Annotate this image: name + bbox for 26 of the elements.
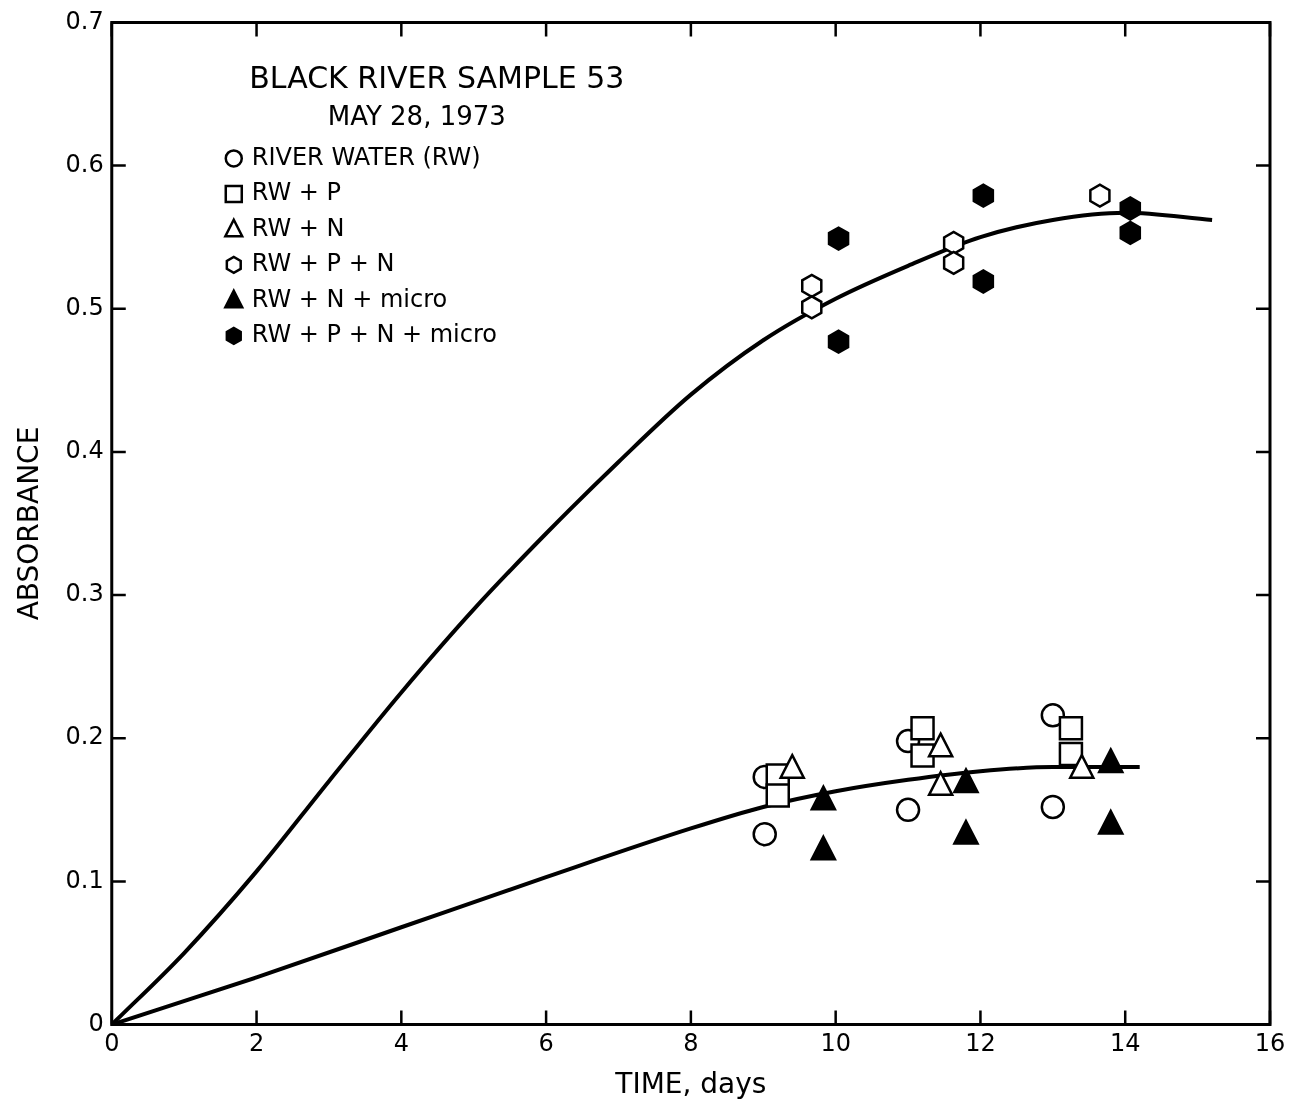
y-axis-title: ABSORBANCE <box>12 426 46 621</box>
text: MAY 28, 1973 <box>327 101 506 132</box>
x-tick-label: 12 <box>965 1029 996 1058</box>
legend-label: RW + P + N <box>251 249 395 278</box>
x-axis-title: TIME, days <box>614 1067 767 1101</box>
legend-label: RW + P <box>251 178 342 207</box>
x-tick-label: 6 <box>538 1029 554 1058</box>
x-tick-label: 2 <box>248 1029 265 1058</box>
y-tick-label: 0.4 <box>65 436 104 465</box>
legend-label: RW + P + N + micro <box>251 320 497 349</box>
x-tick-label: 16 <box>1254 1029 1286 1058</box>
x-tick-label: 4 <box>393 1029 409 1058</box>
y-tick-label: 0 <box>88 1008 104 1037</box>
y-tick-label: 0.1 <box>65 865 104 894</box>
y-tick-label: 0.7 <box>65 6 104 35</box>
y-tick-label: 0.2 <box>65 722 104 751</box>
x-tick-label: 10 <box>820 1029 851 1058</box>
legend-label: RW + N <box>251 213 345 242</box>
legend-label: RW + N + micro <box>251 284 448 313</box>
text: BLACK RIVER SAMPLE 53 <box>249 60 625 96</box>
x-tick-label: 8 <box>683 1029 699 1058</box>
y-tick-label: 0.6 <box>65 149 104 178</box>
y-tick-label: 0.3 <box>65 579 104 608</box>
y-tick-label: 0.5 <box>65 292 104 321</box>
x-tick-label: 14 <box>1109 1029 1141 1058</box>
legend-label: RIVER WATER (RW) <box>251 142 481 171</box>
